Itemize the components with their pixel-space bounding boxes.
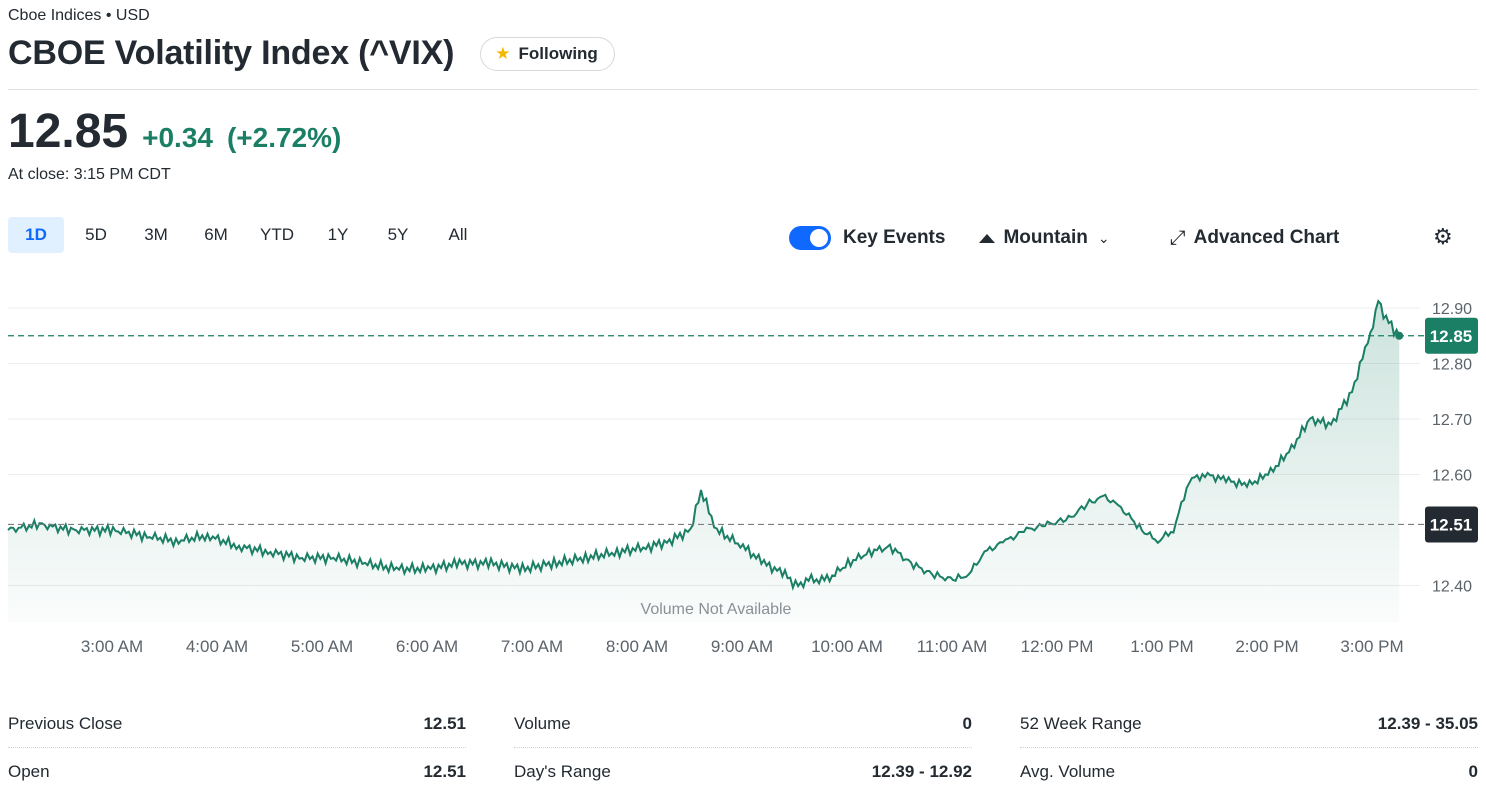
y-tick-label: 12.60 <box>1432 468 1472 485</box>
range-3m-button[interactable]: 3M <box>144 225 168 244</box>
y-tick-label: 12.40 <box>1432 579 1472 596</box>
range-5y-button[interactable]: 5Y <box>387 225 409 244</box>
range-5d-button[interactable]: 5D <box>85 225 107 244</box>
x-tick-label: 9:00 AM <box>711 637 773 656</box>
stat-label: 52 Week Range <box>1020 713 1142 733</box>
stats-column-2: Volume 0 Day's Range 12.39 - 12.92 <box>514 700 972 794</box>
last-price-dot <box>1395 331 1404 340</box>
range-selector: 1D 5D 3M 6M YTD 1Y 5Y All <box>8 217 490 253</box>
header-divider <box>8 89 1478 90</box>
x-tick-label: 7:00 AM <box>501 637 563 656</box>
advanced-chart-button[interactable]: ⤢ Advanced Chart <box>1170 227 1340 250</box>
current-price-badge-bg <box>1425 317 1478 354</box>
title-row: CBOE Volatility Index (^VIX) ★ Following <box>8 34 615 73</box>
x-tick-label: 12:00 PM <box>1021 637 1094 656</box>
volume-note: Volume Not Available <box>641 601 792 618</box>
stat-label: Previous Close <box>8 713 123 733</box>
current-price: 12.85 <box>8 105 129 158</box>
stat-value: 12.39 - 12.92 <box>871 762 972 781</box>
x-tick-label: 3:00 AM <box>81 637 143 656</box>
key-events-label: Key Events <box>843 227 946 248</box>
current-price-badge: 12.85 <box>1430 327 1473 346</box>
stat-days-range: Day's Range 12.39 - 12.92 <box>514 748 972 794</box>
chevron-down-icon: ⌄ <box>1097 229 1110 246</box>
x-tick-label: 8:00 AM <box>606 637 668 656</box>
expand-icon: ⤢ <box>1169 226 1186 249</box>
stat-open: Open 12.51 <box>8 748 466 794</box>
following-label: Following <box>518 43 598 63</box>
x-tick-label: 5:00 AM <box>291 637 353 656</box>
chart-type-label: Mountain <box>1003 227 1088 248</box>
stat-previous-close: Previous Close 12.51 <box>8 700 466 748</box>
price-change-percent: (+2.72%) <box>226 122 342 153</box>
stat-value: 0 <box>1468 762 1478 781</box>
x-tick-label: 1:00 PM <box>1130 637 1193 656</box>
x-tick-label: 4:00 AM <box>186 637 248 656</box>
stats-column-1: Previous Close 12.51 Open 12.51 <box>8 700 466 794</box>
stat-label: Day's Range <box>514 762 611 781</box>
stat-value: 0 <box>962 713 972 733</box>
stats-column-3: 52 Week Range 12.39 - 35.05 Avg. Volume … <box>1020 700 1478 794</box>
range-1y-button[interactable]: 1Y <box>327 225 349 244</box>
range-1d-button[interactable]: 1D <box>8 217 64 253</box>
chart-toolbar: Key Events Mountain ⌄ ⤢ Advanced Chart <box>789 222 1339 254</box>
price-line <box>7 299 1401 592</box>
gear-icon[interactable]: ⚙ <box>1433 224 1453 249</box>
price-chart[interactable]: Volume Not Available 12.40 12.60 12.70 12.8… <box>0 262 1486 662</box>
stat-label: Avg. Volume <box>1020 762 1116 781</box>
price-row: 12.85 +0.34 (+2.72%) <box>8 104 341 159</box>
stat-label: Volume <box>514 713 571 733</box>
range-6m-button[interactable]: 6M <box>204 225 228 244</box>
following-button[interactable]: ★ Following <box>480 36 615 71</box>
exchange-label: Cboe Indices • USD <box>8 7 150 24</box>
advanced-chart-label: Advanced Chart <box>1193 227 1340 248</box>
mountain-icon <box>979 233 996 243</box>
x-tick-label: 2:00 PM <box>1235 637 1298 656</box>
close-time: At close: 3:15 PM CDT <box>8 166 171 183</box>
previous-close-badge-bg <box>1425 506 1478 543</box>
y-tick-label: 12.80 <box>1432 357 1472 374</box>
y-tick-label: 12.90 <box>1432 301 1472 318</box>
stat-52-week-range: 52 Week Range 12.39 - 35.05 <box>1020 700 1478 748</box>
page-title: CBOE Volatility Index (^VIX) <box>8 34 455 72</box>
y-tick-label: 12.70 <box>1432 412 1472 429</box>
stat-value: 12.51 <box>423 762 466 781</box>
key-events-toggle[interactable] <box>789 226 831 250</box>
price-area <box>8 301 1400 622</box>
stat-label: Open <box>8 762 50 781</box>
x-tick-label: 10:00 AM <box>811 637 883 656</box>
stat-value: 12.51 <box>423 713 466 733</box>
previous-close-badge: 12.51 <box>1430 515 1473 534</box>
star-icon: ★ <box>495 43 511 63</box>
stat-avg-volume: Avg. Volume 0 <box>1020 748 1478 794</box>
price-change: +0.34 <box>142 122 213 153</box>
range-ytd-button[interactable]: YTD <box>260 225 294 244</box>
range-all-button[interactable]: All <box>448 225 468 244</box>
x-tick-label: 11:00 AM <box>917 637 988 656</box>
x-tick-label: 3:00 PM <box>1340 637 1403 656</box>
stat-value: 12.39 - 35.05 <box>1377 713 1478 733</box>
chart-type-dropdown[interactable]: Mountain ⌄ <box>979 227 1110 249</box>
toggle-knob <box>810 229 828 247</box>
x-tick-label: 6:00 AM <box>396 637 458 656</box>
stat-volume: Volume 0 <box>514 700 972 748</box>
